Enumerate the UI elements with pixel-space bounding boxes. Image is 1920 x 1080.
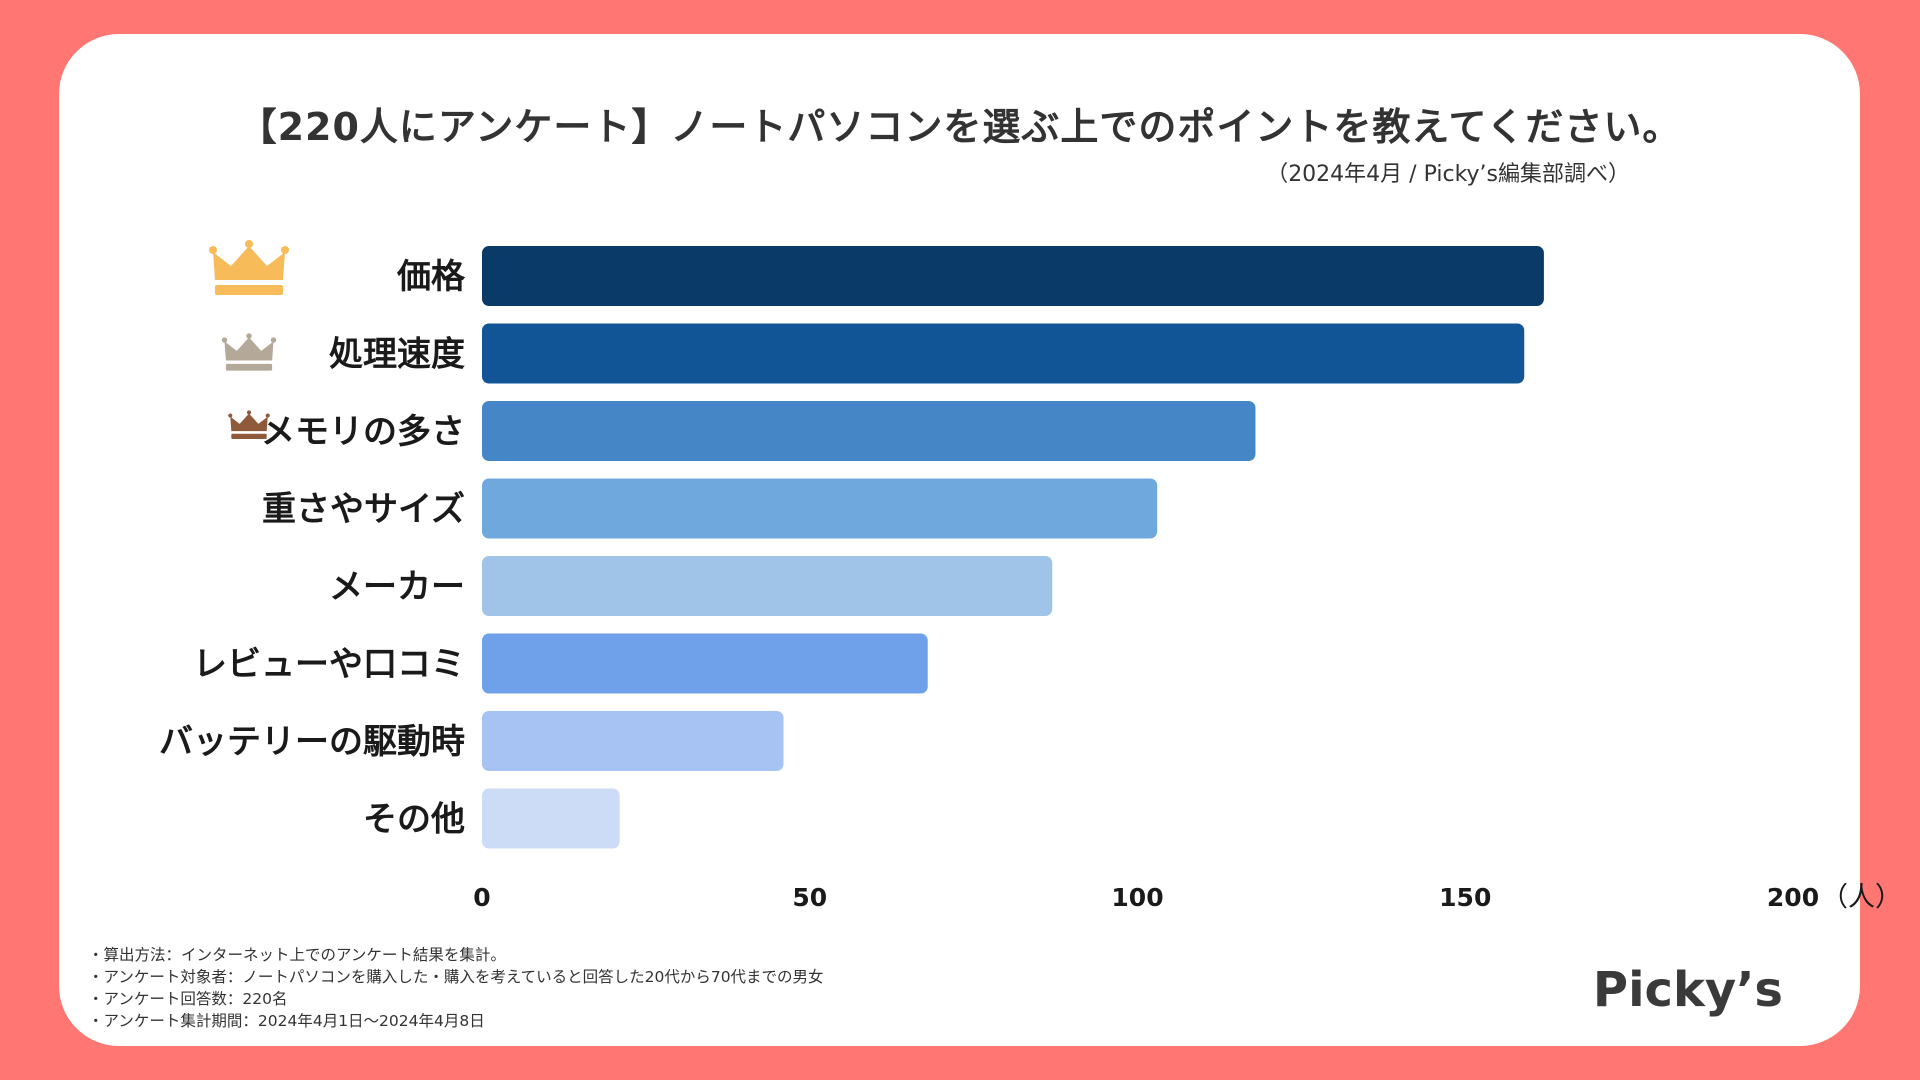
- chart-subtitle: （2024年4月 / Picky’s編集部調べ）: [1266, 162, 1630, 187]
- x-tick-label: 150: [1439, 883, 1491, 912]
- bar-6: [482, 633, 928, 694]
- category-label: バッテリーの駆動時: [159, 722, 465, 762]
- footnote-method: ・算出方法：インターネット上でのアンケート結果を集計。: [88, 946, 506, 964]
- bar-3: [482, 401, 1256, 461]
- x-tick-label: 200: [1767, 883, 1819, 912]
- crown-icon-rank-2: [221, 333, 277, 371]
- x-unit-label: （人）: [1821, 882, 1902, 913]
- footnote-count: ・アンケート回答数：220名: [88, 990, 288, 1008]
- category-label: その他: [363, 800, 465, 840]
- x-tick-label: 0: [473, 883, 490, 912]
- x-tick-label: 50: [792, 883, 827, 912]
- category-label: レビューや口コミ: [193, 645, 465, 685]
- bar-7: [482, 711, 784, 771]
- bar-2: [482, 323, 1525, 384]
- footnote-period: ・アンケート集計期間：2024年4月1日〜2024年4月8日: [88, 1012, 485, 1030]
- category-label: 処理速度: [329, 335, 465, 375]
- crown-icon-rank-3: [228, 410, 270, 439]
- bar-5: [482, 556, 1053, 616]
- category-label: 価格: [396, 257, 466, 297]
- crown-icon-rank-1: [209, 240, 289, 295]
- chart-card: [59, 34, 1860, 1046]
- footnote-target: ・アンケート対象者：ノートパソコンを購入した・購入を考えていると回答した20代か…: [88, 968, 824, 986]
- x-tick-label: 100: [1111, 883, 1163, 912]
- chart-title: 【220人にアンケート】ノートパソコンを選ぶ上でのポイントを教えてください。: [238, 105, 1682, 149]
- category-label: メモリの多さ: [261, 412, 465, 452]
- category-label: メーカー: [329, 567, 465, 607]
- brand-logo: Picky’s: [1592, 962, 1783, 1018]
- category-label: 重さやサイズ: [262, 490, 465, 530]
- bar-1: [482, 246, 1544, 306]
- bar-4: [482, 478, 1158, 539]
- footnotes: ・算出方法：インターネット上でのアンケート結果を集計。 ・アンケート対象者：ノー…: [88, 944, 824, 1032]
- bar-8: [482, 788, 620, 849]
